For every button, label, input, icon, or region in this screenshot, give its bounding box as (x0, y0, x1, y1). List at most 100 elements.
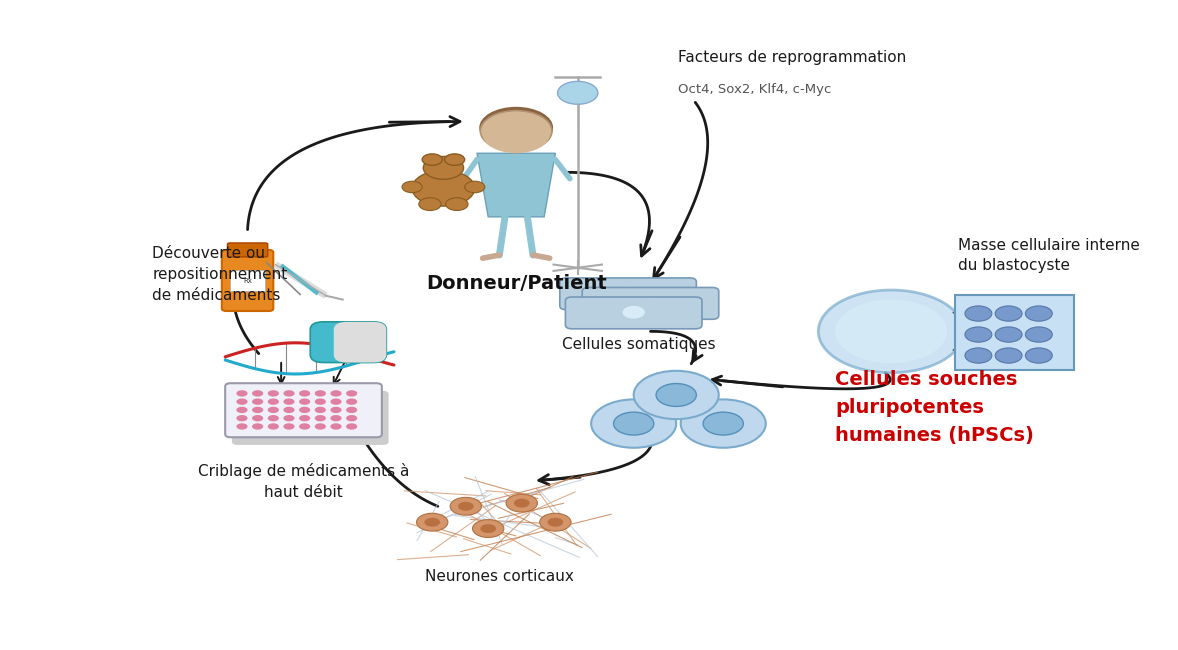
Text: Neurones corticaux: Neurones corticaux (425, 569, 574, 584)
Circle shape (284, 390, 294, 396)
Circle shape (479, 107, 554, 149)
Circle shape (284, 415, 294, 421)
FancyBboxPatch shape (333, 322, 386, 363)
Circle shape (252, 398, 263, 405)
Circle shape (458, 502, 474, 511)
Circle shape (267, 415, 279, 421)
Circle shape (315, 423, 326, 430)
Circle shape (315, 390, 326, 396)
FancyBboxPatch shape (582, 287, 719, 319)
Circle shape (299, 423, 310, 430)
Circle shape (617, 287, 640, 300)
Circle shape (237, 415, 247, 421)
Circle shape (965, 327, 992, 342)
Circle shape (591, 399, 676, 448)
Circle shape (423, 157, 464, 179)
Circle shape (703, 412, 743, 435)
Circle shape (299, 390, 310, 396)
Circle shape (252, 390, 263, 396)
Circle shape (481, 524, 496, 533)
Circle shape (507, 494, 537, 512)
Circle shape (444, 154, 464, 165)
Circle shape (330, 407, 342, 413)
FancyBboxPatch shape (955, 295, 1073, 370)
Circle shape (315, 407, 326, 413)
Circle shape (267, 407, 279, 413)
Circle shape (346, 390, 357, 396)
Circle shape (315, 398, 326, 405)
Circle shape (640, 296, 662, 309)
FancyBboxPatch shape (225, 384, 382, 437)
Circle shape (346, 407, 357, 413)
Circle shape (284, 423, 294, 430)
Circle shape (330, 398, 342, 405)
Circle shape (330, 415, 342, 421)
Circle shape (346, 415, 357, 421)
Circle shape (346, 398, 357, 405)
Text: Cellules somatiques: Cellules somatiques (562, 337, 716, 352)
FancyBboxPatch shape (230, 270, 265, 291)
Circle shape (1025, 327, 1052, 342)
Circle shape (481, 111, 552, 151)
Circle shape (284, 407, 294, 413)
Circle shape (402, 181, 422, 192)
Circle shape (284, 398, 294, 405)
Circle shape (252, 407, 263, 413)
FancyBboxPatch shape (232, 391, 389, 445)
Circle shape (419, 198, 442, 211)
Circle shape (540, 514, 571, 531)
Circle shape (445, 198, 468, 211)
Circle shape (412, 170, 475, 206)
Circle shape (252, 415, 263, 421)
Circle shape (330, 423, 342, 430)
FancyBboxPatch shape (565, 297, 702, 329)
Circle shape (557, 81, 598, 104)
Text: Découverte ou
repositionnement
de médicaments: Découverte ou repositionnement de médica… (152, 246, 287, 303)
Circle shape (1025, 348, 1052, 363)
Circle shape (424, 518, 441, 527)
Circle shape (267, 390, 279, 396)
Circle shape (267, 398, 279, 405)
FancyBboxPatch shape (310, 322, 386, 363)
Circle shape (622, 306, 644, 318)
Circle shape (267, 423, 279, 430)
FancyBboxPatch shape (227, 243, 267, 257)
Circle shape (472, 519, 504, 538)
Circle shape (299, 398, 310, 405)
Polygon shape (477, 153, 555, 217)
Circle shape (965, 348, 992, 363)
Circle shape (346, 423, 357, 430)
Circle shape (417, 514, 448, 531)
Text: Criblage de médicaments à
haut débit: Criblage de médicaments à haut débit (198, 463, 409, 500)
Circle shape (681, 399, 766, 448)
Circle shape (237, 398, 247, 405)
Circle shape (237, 407, 247, 413)
Text: Masse cellulaire interne
du blastocyste: Masse cellulaire interne du blastocyste (958, 238, 1140, 273)
Circle shape (450, 497, 482, 515)
Circle shape (237, 390, 247, 396)
Text: Oct4, Sox2, Klf4, c-Myc: Oct4, Sox2, Klf4, c-Myc (679, 83, 832, 96)
Circle shape (422, 154, 442, 165)
FancyBboxPatch shape (560, 278, 696, 310)
Circle shape (965, 306, 992, 321)
Circle shape (819, 290, 964, 372)
Circle shape (483, 115, 550, 153)
Circle shape (995, 327, 1023, 342)
Circle shape (1025, 306, 1052, 321)
Circle shape (330, 390, 342, 396)
Circle shape (299, 415, 310, 421)
Circle shape (656, 384, 696, 406)
Circle shape (315, 415, 326, 421)
Circle shape (548, 518, 563, 527)
Circle shape (299, 407, 310, 413)
Circle shape (514, 499, 530, 508)
FancyBboxPatch shape (221, 250, 273, 311)
Circle shape (634, 370, 719, 419)
Text: Cellules souches
pluripotentes
humaines (hPSCs): Cellules souches pluripotentes humaines … (835, 370, 1034, 445)
Circle shape (835, 300, 947, 363)
Circle shape (995, 348, 1023, 363)
Text: Rx: Rx (243, 278, 252, 284)
Text: Donneur/Patient: Donneur/Patient (425, 274, 607, 293)
Circle shape (995, 306, 1023, 321)
Text: Facteurs de reprogrammation: Facteurs de reprogrammation (679, 50, 907, 66)
